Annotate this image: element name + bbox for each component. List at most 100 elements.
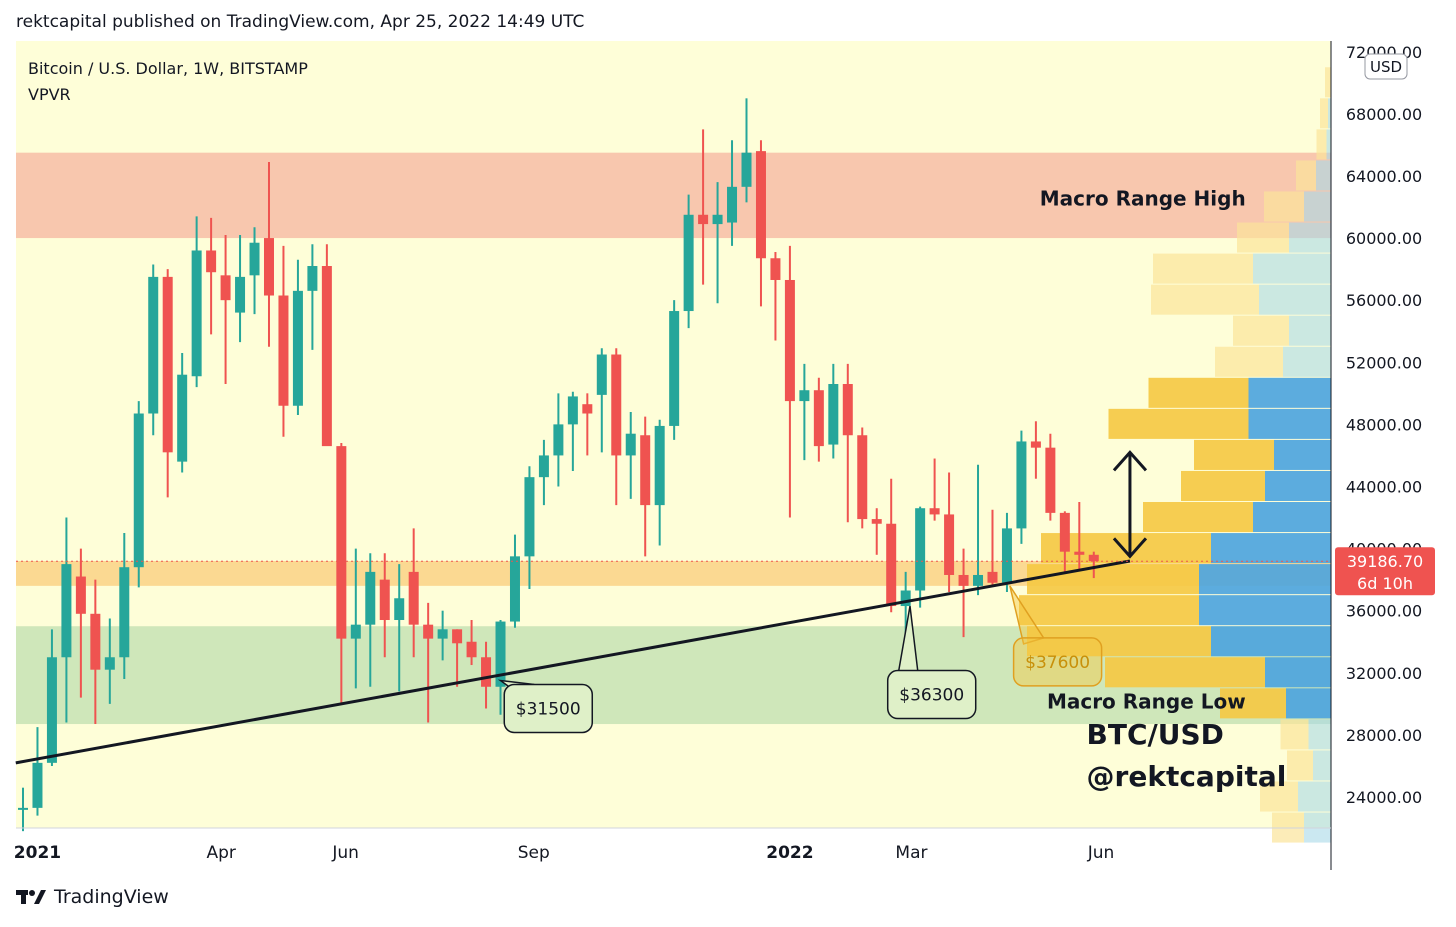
candle-body[interactable] xyxy=(75,576,86,614)
volume-bar-up xyxy=(1274,439,1331,470)
candle-body[interactable] xyxy=(1045,447,1056,513)
candle-body[interactable] xyxy=(813,390,824,447)
candle-body[interactable] xyxy=(538,455,549,478)
candle-body[interactable] xyxy=(524,477,535,557)
candle-body[interactable] xyxy=(886,523,897,607)
candle-body[interactable] xyxy=(654,425,665,506)
candle-body[interactable] xyxy=(148,276,159,414)
candle-body[interactable] xyxy=(408,571,419,625)
candle-body[interactable] xyxy=(509,556,520,622)
symbol-legend[interactable]: Bitcoin / U.S. Dollar, 1W, BITSTAMP xyxy=(28,59,308,78)
candle-body[interactable] xyxy=(669,311,680,426)
annotation-text: BTC/USD xyxy=(1087,718,1224,751)
candle-body[interactable] xyxy=(784,279,795,402)
callout-box xyxy=(1012,637,1103,687)
candle-body[interactable] xyxy=(292,290,303,406)
volume-bar-down xyxy=(1320,98,1328,129)
candle-body[interactable] xyxy=(698,214,709,225)
candle-body[interactable] xyxy=(336,446,347,639)
volume-bar-down xyxy=(1019,595,1199,626)
candle-body[interactable] xyxy=(1074,551,1085,555)
candle-body[interactable] xyxy=(1030,441,1041,448)
candle-body[interactable] xyxy=(249,242,260,276)
candle-body[interactable] xyxy=(46,657,57,763)
indicator-legend[interactable]: VPVR xyxy=(28,85,71,104)
candle-body[interactable] xyxy=(1059,512,1070,552)
candle-body[interactable] xyxy=(900,590,911,607)
candle-body[interactable] xyxy=(263,238,274,296)
candle-body[interactable] xyxy=(640,435,651,506)
candle-body[interactable] xyxy=(683,214,694,312)
candle-body[interactable] xyxy=(712,214,723,225)
candle-body[interactable] xyxy=(437,629,448,639)
bar-countdown-label: 6d 10h xyxy=(1357,574,1413,593)
candle-body[interactable] xyxy=(104,657,115,670)
candle-body[interactable] xyxy=(871,519,882,524)
candle-body[interactable] xyxy=(1016,441,1027,529)
volume-bar-down xyxy=(1148,377,1249,408)
candle-body[interactable] xyxy=(177,374,188,462)
volume-bar-down xyxy=(1027,564,1199,595)
volume-bar-up xyxy=(1211,533,1331,564)
candle-body[interactable] xyxy=(278,295,289,406)
callout-label: $36300 xyxy=(899,686,964,706)
candle-body[interactable] xyxy=(567,396,578,425)
candle-body[interactable] xyxy=(915,508,926,591)
candle-body[interactable] xyxy=(61,564,72,658)
candle-body[interactable] xyxy=(625,433,636,456)
tradingview-brand[interactable]: TradingView xyxy=(54,886,169,908)
candle-body[interactable] xyxy=(842,384,853,436)
candle-body[interactable] xyxy=(495,621,506,687)
volume-bar-up xyxy=(1289,315,1331,346)
candle-body[interactable] xyxy=(220,275,231,301)
candle-body[interactable] xyxy=(929,508,940,515)
candle-body[interactable] xyxy=(481,657,492,687)
candle-body[interactable] xyxy=(770,258,781,280)
candle-body[interactable] xyxy=(235,276,246,313)
candle-body[interactable] xyxy=(119,567,130,658)
candle-body[interactable] xyxy=(18,807,28,810)
candle-body[interactable] xyxy=(857,435,868,520)
candle-body[interactable] xyxy=(741,152,752,187)
candle-body[interactable] xyxy=(423,624,434,639)
candle-body[interactable] xyxy=(582,404,593,414)
candle-body[interactable] xyxy=(365,571,376,625)
candle-body[interactable] xyxy=(379,579,390,621)
candle-body[interactable] xyxy=(133,413,144,568)
current-price-badge[interactable] xyxy=(1335,547,1435,596)
candle-body[interactable] xyxy=(828,384,839,445)
candle-body[interactable] xyxy=(307,266,318,291)
candle-body[interactable] xyxy=(973,574,984,586)
candle-body[interactable] xyxy=(466,641,477,658)
candle-body[interactable] xyxy=(162,276,173,453)
volume-bar-down xyxy=(1316,129,1327,160)
candle-body[interactable] xyxy=(90,613,101,670)
candle-body[interactable] xyxy=(596,354,607,395)
candle-body[interactable] xyxy=(394,598,405,621)
candle-body[interactable] xyxy=(799,390,810,402)
candle-body[interactable] xyxy=(727,186,738,223)
candle-body[interactable] xyxy=(944,514,955,575)
y-tick-label: 64000.00 xyxy=(1346,167,1422,186)
candle-body[interactable] xyxy=(206,250,217,273)
candle-body[interactable] xyxy=(553,424,564,456)
candle-body[interactable] xyxy=(1088,554,1099,562)
candle-body[interactable] xyxy=(611,354,622,456)
candle-body[interactable] xyxy=(1001,528,1012,583)
candle-body[interactable] xyxy=(32,762,43,808)
annotation-text: @rektcapital xyxy=(1087,760,1287,793)
y-tick-label: 32000.00 xyxy=(1346,664,1422,683)
volume-bar-up xyxy=(1298,781,1331,812)
candle-body[interactable] xyxy=(987,571,998,583)
candle-body[interactable] xyxy=(350,624,361,639)
candle-body[interactable] xyxy=(958,574,969,586)
currency-badge[interactable]: USD xyxy=(1364,53,1408,80)
candle-body[interactable] xyxy=(191,250,202,377)
currency-label: USD xyxy=(1370,58,1402,76)
candle-body[interactable] xyxy=(452,629,463,644)
y-tick-label: 44000.00 xyxy=(1346,477,1422,496)
x-tick-label: Mar xyxy=(895,843,927,863)
candle-body[interactable] xyxy=(755,151,766,259)
price-chart[interactable]: $31500 $36300 $37600 Macro Range High Macro … xyxy=(0,0,1456,880)
candle-body[interactable] xyxy=(321,266,332,447)
